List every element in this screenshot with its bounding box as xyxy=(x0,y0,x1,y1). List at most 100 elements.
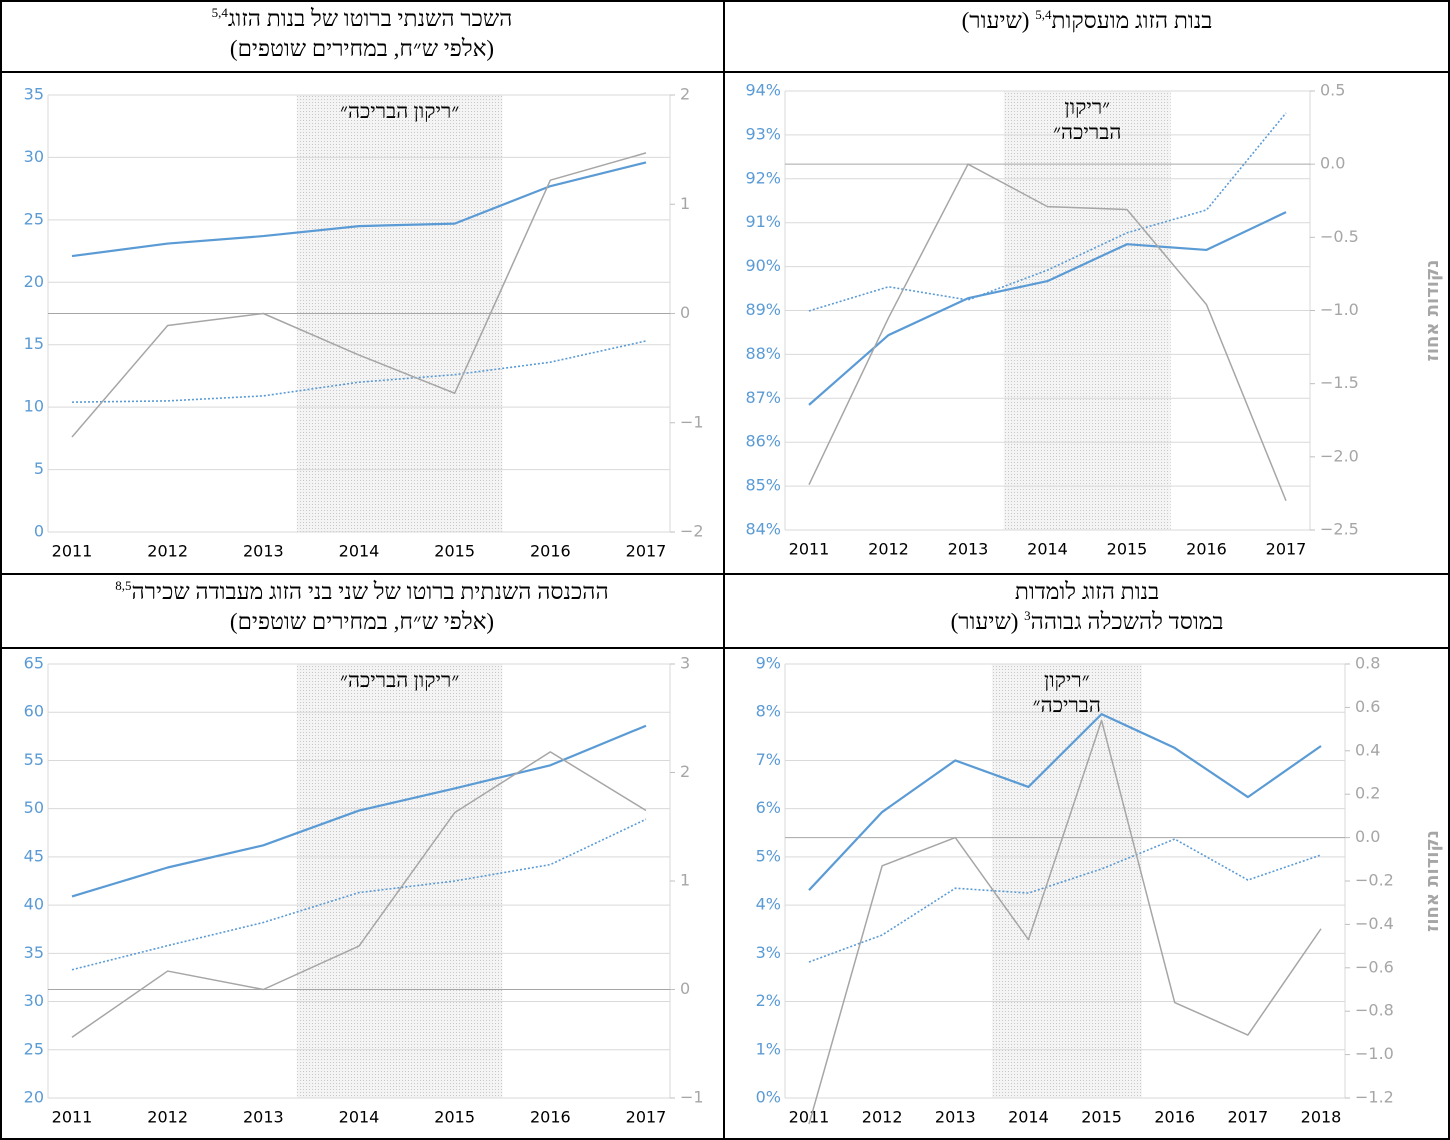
x-tick-label: 2017 xyxy=(1227,1108,1268,1127)
y-tick-label: 25 xyxy=(24,1039,44,1058)
x-tick-label: 2015 xyxy=(434,542,475,561)
x-tick-label: 2016 xyxy=(530,542,571,561)
x-tick-label: 2013 xyxy=(935,1108,976,1127)
y2-tick-label: −2 xyxy=(680,522,704,541)
series-line xyxy=(808,713,1322,891)
title-text: (אלפי ש״ח, במחירים שוטפים) xyxy=(229,36,495,61)
shaded-period xyxy=(991,664,1142,1098)
y-tick-label: 10 xyxy=(24,397,44,416)
y-tick-label: 65 xyxy=(24,654,44,673)
y2-tick-label: 0.5 xyxy=(1320,81,1345,100)
y-tick-label: 50 xyxy=(24,798,44,817)
x-tick-label: 2015 xyxy=(1081,1108,1122,1127)
y-tick-label: 1% xyxy=(756,1039,781,1058)
y2-tick-label: 0.0 xyxy=(1320,154,1345,173)
y-tick-label: 0% xyxy=(756,1088,781,1107)
annotation: ״ריקון הבריכה״ xyxy=(340,668,459,692)
series-line xyxy=(808,719,1322,1125)
y2-tick-label: −0.5 xyxy=(1320,227,1359,246)
series-line xyxy=(808,211,1287,406)
x-tick-label: 2016 xyxy=(530,1108,571,1127)
title-text: במוסד להשכלה גבוהה xyxy=(1030,609,1224,634)
y-tick-label: 20 xyxy=(24,1088,44,1107)
y2-tick-label: −2.5 xyxy=(1320,520,1359,539)
x-tick-label: 2017 xyxy=(1266,540,1307,559)
y-tick-label: 90% xyxy=(745,256,781,275)
series-line xyxy=(71,724,647,898)
series-line xyxy=(808,163,1287,502)
y-tick-label: 40 xyxy=(24,895,44,914)
series-line xyxy=(71,751,647,1038)
title-note: 5,4 xyxy=(1035,7,1052,22)
y-tick-label: 3% xyxy=(756,943,781,962)
chart-title: בנות הזוג מועסקות5,4 (שיעור) xyxy=(724,6,1450,36)
y2-tick-label: −1 xyxy=(680,1088,704,1107)
y2-tick-label: −0.4 xyxy=(1355,914,1394,933)
x-tick-label: 2014 xyxy=(339,1108,380,1127)
x-tick-label: 2015 xyxy=(1107,540,1148,559)
title-text: ההכנסה השנתית ברוטו של שני בני הזוג מעבו… xyxy=(131,579,609,604)
y2-tick-label: 0.0 xyxy=(1355,827,1380,846)
y2-tick-label: 0.2 xyxy=(1355,784,1380,803)
x-tick-label: 2011 xyxy=(52,1108,93,1127)
y2-tick-label: 2 xyxy=(680,762,690,781)
annotation: ״ריקון xyxy=(1064,95,1110,119)
y-tick-label: 85% xyxy=(745,476,781,495)
y2-tick-label: 0 xyxy=(680,979,690,998)
title-note: 3 xyxy=(1024,608,1031,623)
y2-tick-label: −2.0 xyxy=(1320,446,1359,465)
x-tick-label: 2014 xyxy=(339,542,380,561)
y-tick-label: 93% xyxy=(745,124,781,143)
title-text: בנות הזוג מועסקות xyxy=(1051,8,1213,33)
y2-tick-label: 2 xyxy=(680,85,690,104)
y-tick-label: 4% xyxy=(756,895,781,914)
series-line xyxy=(71,340,647,403)
y-tick-label: 25 xyxy=(24,209,44,228)
y2-tick-label: −1.0 xyxy=(1320,300,1359,319)
y-tick-label: 87% xyxy=(745,388,781,407)
x-tick-label: 2016 xyxy=(1154,1108,1195,1127)
y2-tick-label: 1 xyxy=(680,871,690,890)
x-tick-label: 2011 xyxy=(789,540,830,559)
series-line xyxy=(808,838,1322,963)
y2-tick-label: −0.6 xyxy=(1355,957,1394,976)
chart-title: ההכנסה השנתית ברוטו של שני בני הזוג מעבו… xyxy=(0,577,724,637)
y2-tick-label: −1.0 xyxy=(1355,1044,1394,1063)
y-tick-label: 84% xyxy=(745,520,781,539)
chart-title: בנות הזוג לומדות במוסד להשכלה גבוהה3 (שי… xyxy=(724,577,1450,637)
x-tick-label: 2015 xyxy=(434,1108,475,1127)
y-tick-label: 15 xyxy=(24,334,44,353)
chart-title: השכר השנתי ברוטו של בנות הזוג5,4 (אלפי ש… xyxy=(0,4,724,64)
x-tick-label: 2013 xyxy=(243,542,284,561)
y-tick-label: 55 xyxy=(24,750,44,769)
y-tick-label: 30 xyxy=(24,991,44,1010)
y-tick-label: 88% xyxy=(745,344,781,363)
x-tick-label: 2012 xyxy=(868,540,909,559)
y2-tick-label: −1 xyxy=(680,412,704,431)
y-tick-label: 91% xyxy=(745,212,781,231)
y-tick-label: 8% xyxy=(756,702,781,721)
y2-tick-label: −1.5 xyxy=(1320,373,1359,392)
y-tick-label: 89% xyxy=(745,300,781,319)
x-tick-label: 2017 xyxy=(626,1108,667,1127)
series-line xyxy=(808,112,1287,312)
x-tick-label: 2012 xyxy=(147,542,188,561)
y-tick-label: 60 xyxy=(24,702,44,721)
y-tick-label: 45 xyxy=(24,846,44,865)
x-tick-label: 2011 xyxy=(52,542,93,561)
series-line xyxy=(71,152,647,438)
x-tick-label: 2012 xyxy=(147,1108,188,1127)
shaded-period xyxy=(296,664,503,1098)
series-line xyxy=(71,161,647,258)
x-tick-label: 2014 xyxy=(1008,1108,1049,1127)
x-tick-label: 2018 xyxy=(1301,1108,1342,1127)
title-note: 8,5 xyxy=(115,578,132,593)
y-tick-label: 5 xyxy=(34,459,44,478)
title-text: (אלפי ש״ח, במחירים שוטפים) xyxy=(229,609,495,634)
x-tick-label: 2013 xyxy=(243,1108,284,1127)
y2-tick-label: −1.2 xyxy=(1355,1088,1394,1107)
y-tick-label: 94% xyxy=(745,81,781,100)
y2-axis-label: נקודות אחוז xyxy=(1422,260,1443,362)
y-tick-label: 2% xyxy=(756,991,781,1010)
